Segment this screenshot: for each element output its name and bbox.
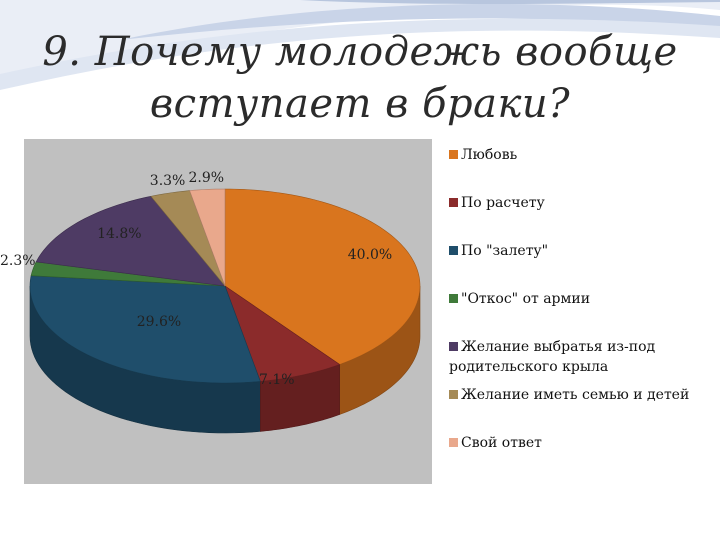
legend-item-own-answer: Свой ответ	[449, 433, 711, 453]
data-label-leave-parents: 14.8%	[97, 226, 142, 243]
legend-label-love: Любовь	[461, 147, 518, 163]
legend-item-love: Любовь	[449, 145, 711, 165]
legend-label-army: "Откос" от армии	[461, 291, 591, 307]
legend-swatch-army	[449, 294, 458, 303]
legend-item-family: Желание иметь семью и детей	[449, 385, 711, 405]
legend-label-own-answer: Свой ответ	[461, 435, 542, 451]
legend-swatch-love	[449, 150, 458, 159]
pie-slice-calculation	[224, 285, 341, 382]
legend-swatch-family	[449, 390, 458, 399]
data-label-love: 40.0%	[347, 246, 393, 263]
legend-label-calculation: По расчету	[461, 195, 545, 211]
legend-swatch-leave-parents	[449, 342, 458, 351]
legend-item-calculation: По расчету	[449, 193, 711, 213]
data-label-army: 2.3%	[0, 253, 36, 270]
title-line-1: 9. Почему молодежь вообще	[42, 29, 678, 75]
pie-slice-leave-parents	[35, 195, 226, 287]
legend-swatch-pregnancy	[449, 246, 458, 255]
pie-slice-pregnancy	[29, 275, 261, 384]
legend-swatch-calculation	[449, 198, 458, 207]
legend-label-leave-parents: Желание выбратья из-под родительского кр…	[449, 339, 656, 375]
data-label-family: 3.3%	[149, 173, 186, 190]
page-title: 9. Почему молодежь вообще вступает в бра…	[0, 26, 720, 130]
title-line-2: вступает в браки?	[149, 81, 571, 127]
data-label-calculation: 7.1%	[259, 371, 295, 388]
legend-item-pregnancy: По "залету"	[449, 241, 711, 261]
pie-slice-love	[224, 188, 421, 365]
pie-slice-own-answer	[189, 188, 226, 287]
legend-label-family: Желание иметь семью и детей	[461, 387, 690, 403]
header-swoosh-decoration	[0, 0, 720, 91]
data-label-own-answer: 2.9%	[188, 169, 225, 186]
legend-label-pregnancy: По "залету"	[461, 243, 549, 259]
legend-swatch-own-answer	[449, 438, 458, 447]
data-label-pregnancy: 29.6%	[136, 313, 182, 330]
pie-slice-family	[150, 190, 226, 287]
legend-item-army: "Откос" от армии	[449, 289, 711, 309]
legend-item-leave-parents: Желание выбратья из-под родительского кр…	[449, 337, 711, 377]
